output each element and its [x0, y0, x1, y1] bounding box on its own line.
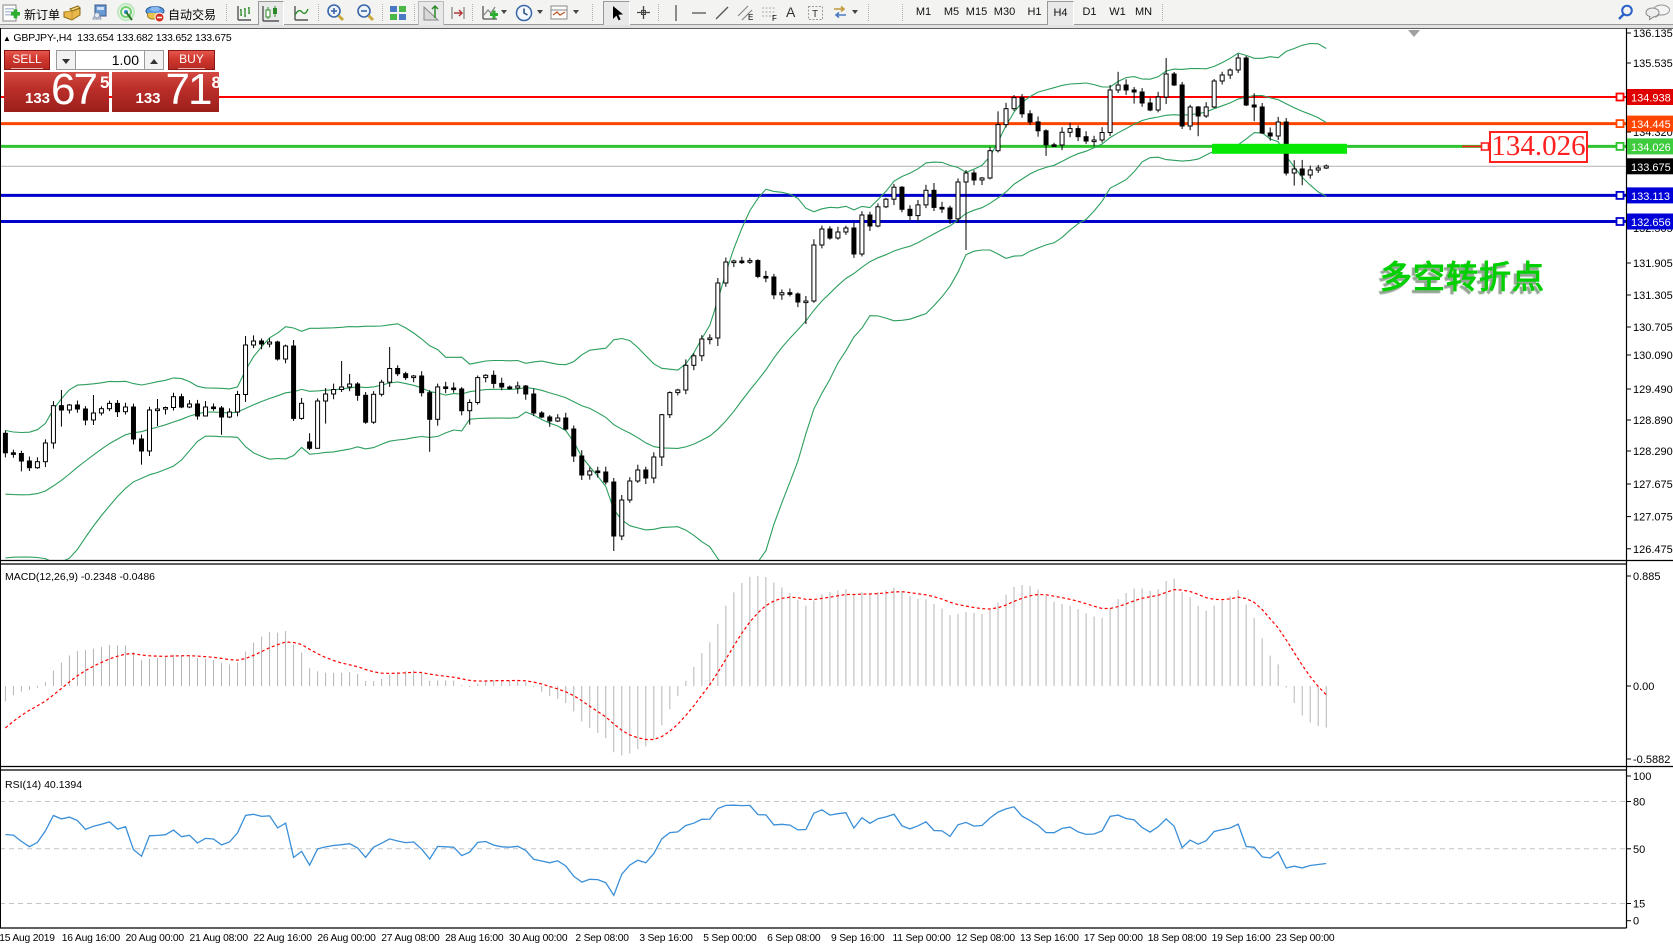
svg-text:127.675: 127.675 [1633, 479, 1673, 491]
svg-text:11 Sep 00:00: 11 Sep 00:00 [893, 933, 952, 944]
svg-text:T: T [812, 9, 818, 20]
svg-text:19 Sep 16:00: 19 Sep 16:00 [1212, 933, 1271, 944]
svg-text:131.305: 131.305 [1633, 290, 1673, 302]
svg-text:0: 0 [1633, 916, 1639, 928]
svg-text:28 Aug 16:00: 28 Aug 16:00 [445, 933, 504, 944]
svg-text:17 Sep 00:00: 17 Sep 00:00 [1084, 933, 1143, 944]
svg-text:133.675: 133.675 [1631, 162, 1671, 174]
svg-text:100: 100 [1633, 771, 1651, 783]
svg-text:-0.5882: -0.5882 [1633, 754, 1670, 766]
svg-text:22 Aug 16:00: 22 Aug 16:00 [253, 933, 312, 944]
svg-text:F: F [772, 14, 777, 23]
svg-text:MACD(12,26,9) -0.2348 -0.0486: MACD(12,26,9) -0.2348 -0.0486 [5, 571, 155, 583]
svg-text:134.026: 134.026 [1631, 142, 1671, 154]
svg-text:131.905: 131.905 [1633, 258, 1673, 270]
svg-text:133.113: 133.113 [1631, 191, 1670, 203]
svg-text:129.490: 129.490 [1633, 384, 1673, 396]
svg-text:9 Sep 16:00: 9 Sep 16:00 [831, 933, 885, 944]
svg-text:130.090: 130.090 [1633, 350, 1673, 362]
svg-text:127.075: 127.075 [1633, 512, 1673, 524]
svg-text:15: 15 [1633, 899, 1645, 911]
svg-text:RSI(14) 40.1394: RSI(14) 40.1394 [5, 779, 82, 791]
svg-text:26 Aug 00:00: 26 Aug 00:00 [317, 933, 376, 944]
svg-text:5 Sep 00:00: 5 Sep 00:00 [703, 933, 757, 944]
svg-text:130.705: 130.705 [1633, 322, 1673, 334]
svg-text:3 Sep 16:00: 3 Sep 16:00 [639, 933, 693, 944]
svg-text:E: E [748, 13, 753, 22]
svg-text:20 Aug 00:00: 20 Aug 00:00 [126, 933, 185, 944]
svg-text:16 Aug 16:00: 16 Aug 16:00 [62, 933, 121, 944]
svg-text:21 Aug 08:00: 21 Aug 08:00 [190, 933, 249, 944]
svg-text:126.475: 126.475 [1633, 544, 1673, 556]
svg-text:6 Sep 08:00: 6 Sep 08:00 [767, 933, 821, 944]
svg-text:13 Sep 16:00: 13 Sep 16:00 [1020, 933, 1079, 944]
svg-text:18 Sep 08:00: 18 Sep 08:00 [1148, 933, 1207, 944]
svg-text:136.135: 136.135 [1633, 28, 1673, 40]
svg-text:27 Aug 08:00: 27 Aug 08:00 [381, 933, 440, 944]
svg-text:15 Aug 2019: 15 Aug 2019 [0, 933, 55, 944]
svg-text:12 Sep 08:00: 12 Sep 08:00 [956, 933, 1015, 944]
svg-text:134.445: 134.445 [1631, 119, 1671, 131]
svg-text:132.656: 132.656 [1631, 217, 1671, 229]
svg-text:23 Sep 00:00: 23 Sep 00:00 [1276, 933, 1335, 944]
svg-text:50: 50 [1633, 844, 1645, 856]
svg-text:80: 80 [1633, 797, 1645, 809]
svg-text:128.890: 128.890 [1633, 415, 1673, 427]
svg-text:30 Aug 00:00: 30 Aug 00:00 [509, 933, 568, 944]
svg-text:0.00: 0.00 [1633, 681, 1654, 693]
svg-text:135.535: 135.535 [1633, 58, 1673, 70]
svg-text:0.885: 0.885 [1633, 571, 1661, 583]
svg-text:134.938: 134.938 [1631, 93, 1671, 105]
svg-text:128.290: 128.290 [1633, 446, 1673, 458]
svg-text:2 Sep 08:00: 2 Sep 08:00 [575, 933, 629, 944]
